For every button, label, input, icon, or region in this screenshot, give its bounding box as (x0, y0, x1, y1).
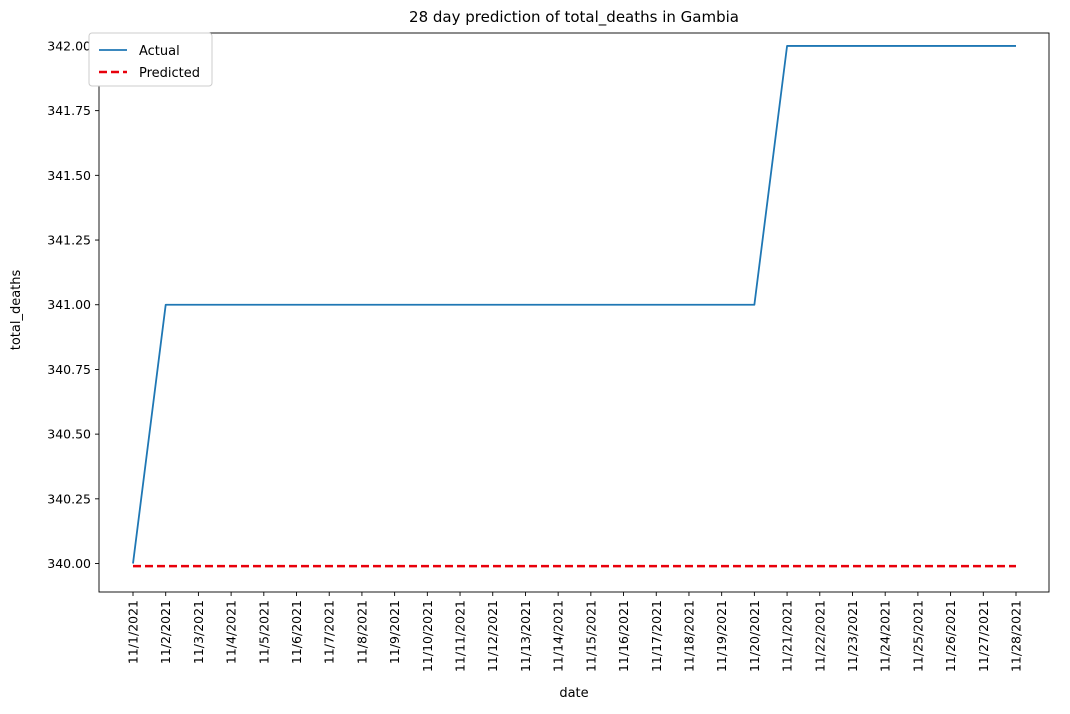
x-tick-label: 11/10/2021 (420, 600, 435, 672)
x-tick-label: 11/20/2021 (747, 600, 762, 672)
y-tick-label: 342.00 (47, 38, 91, 53)
x-tick-label: 11/26/2021 (943, 600, 958, 672)
x-tick-label: 11/9/2021 (387, 600, 402, 664)
x-tick-label: 11/2/2021 (158, 600, 173, 664)
legend-box (88, 32, 213, 87)
x-tick-label: 11/15/2021 (583, 600, 598, 672)
y-axis-title: total_deaths (9, 270, 24, 351)
x-tick-label: 11/17/2021 (649, 600, 664, 672)
x-axis: 11/1/2021 11/2/2021 11/3/2021 11/4/2021 11/5… (126, 592, 1024, 672)
x-tick-label: 11/27/2021 (976, 600, 991, 672)
x-tick-label: 11/11/2021 (453, 600, 468, 672)
legend-label-predicted: Predicted (139, 66, 200, 81)
y-tick-label: 340.25 (47, 491, 91, 506)
y-tick-label: 340.75 (47, 362, 91, 377)
x-tick-label: 11/12/2021 (485, 600, 500, 672)
y-tick-label: 341.25 (47, 233, 91, 248)
x-tick-label: 11/19/2021 (714, 600, 729, 672)
x-tick-label: 11/14/2021 (551, 600, 566, 672)
legend-label-actual: Actual (139, 44, 180, 59)
x-tick-label: 11/25/2021 (910, 600, 925, 672)
y-axis: 340.00 340.25 340.50 340.75 341.00 341.25 341.… (47, 38, 99, 571)
x-tick-label: 11/28/2021 (1009, 600, 1024, 672)
x-tick-label: 11/3/2021 (191, 600, 206, 664)
x-tick-label: 11/8/2021 (354, 600, 369, 664)
x-tick-label: 11/5/2021 (256, 600, 271, 664)
chart-title: 28 day prediction of total_deaths in Gam… (409, 8, 739, 27)
x-axis-title: date (559, 686, 588, 701)
y-tick-label: 341.50 (47, 168, 91, 183)
x-tick-label: 11/1/2021 (126, 600, 141, 664)
x-tick-label: 11/24/2021 (878, 600, 893, 672)
x-tick-label: 11/4/2021 (224, 600, 239, 664)
x-tick-label: 11/7/2021 (322, 600, 337, 664)
y-tick-label: 341.00 (47, 297, 91, 312)
x-tick-label: 11/18/2021 (681, 600, 696, 672)
x-tick-label: 11/22/2021 (812, 600, 827, 672)
x-tick-label: 11/16/2021 (616, 600, 631, 672)
x-tick-label: 11/6/2021 (289, 600, 304, 664)
series-line-actual (132, 45, 1016, 564)
x-tick-label: 11/21/2021 (780, 600, 795, 672)
y-tick-label: 340.50 (47, 427, 91, 442)
series-layer (132, 45, 1016, 568)
y-tick-label: 341.75 (47, 103, 91, 118)
y-tick-label: 340.00 (47, 556, 91, 571)
x-tick-label: 11/13/2021 (518, 600, 533, 672)
x-tick-label: 11/23/2021 (845, 600, 860, 672)
legend: Actual Predicted (88, 32, 213, 87)
plot-frame (98, 32, 1050, 593)
